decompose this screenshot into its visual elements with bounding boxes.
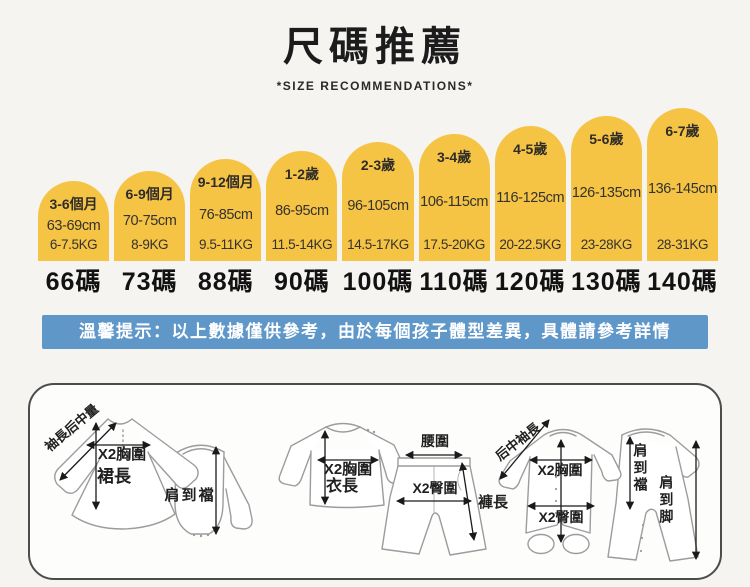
size-arch: 1-2歲 86-95cm 11.5-14KG bbox=[266, 151, 338, 261]
weight-range: 11.5-14KG bbox=[271, 237, 333, 252]
weight-range: 17.5-20KG bbox=[423, 237, 485, 252]
size-code: 90碼 bbox=[273, 268, 330, 296]
weight-range: 6-7.5KG bbox=[49, 237, 98, 252]
weight-range: 14.5-17KG bbox=[347, 237, 409, 252]
size-code: 66碼 bbox=[45, 268, 102, 296]
size-arch: 3-4歲 106-115cm 17.5-20KG bbox=[418, 134, 490, 261]
age-range: 2-3歲 bbox=[360, 157, 396, 173]
top-length-label: 衣長 bbox=[325, 478, 358, 495]
size-column-130: 5-6歲 126-135cm 23-28KG 130碼 bbox=[570, 116, 642, 298]
bodysuit-shoulder-crotch-label: 肩到襠 bbox=[164, 487, 216, 504]
age-range: 3-4歲 bbox=[436, 149, 472, 165]
size-code: 100碼 bbox=[342, 268, 414, 296]
size-code: 120碼 bbox=[494, 268, 566, 296]
romper2-shoulder-crotch-label: 肩到襠 bbox=[632, 443, 649, 494]
size-column-66: 3-6個月 63-69cm 6-7.5KG 66碼 bbox=[38, 181, 110, 298]
age-range: 3-6個月 bbox=[49, 196, 98, 212]
top-chest-label: X2胸圍 bbox=[323, 461, 373, 478]
size-arch: 4-5歲 116-125cm 20-22.5KG bbox=[494, 126, 566, 261]
size-code: 88碼 bbox=[197, 268, 254, 296]
weight-range: 20-22.5KG bbox=[499, 237, 562, 252]
age-range: 5-6歲 bbox=[589, 131, 624, 147]
notice-banner: 溫馨提示：以上數據僅供參考，由於每個孩子體型差異，具體請參考詳情 bbox=[42, 315, 708, 349]
dress-chest-label: X2胸圍 bbox=[97, 446, 147, 463]
height-range: 96-105cm bbox=[347, 198, 409, 214]
weight-range: 28-31KG bbox=[656, 237, 709, 252]
size-column-140: 6-7歲 136-145cm 28-31KG 140碼 bbox=[646, 108, 718, 298]
weight-range: 23-28KG bbox=[580, 237, 633, 252]
height-range: 63-69cm bbox=[46, 217, 101, 234]
size-column-90: 1-2歲 86-95cm 11.5-14KG 90碼 bbox=[266, 151, 338, 298]
size-arch: 6-7歲 136-145cm 28-31KG bbox=[646, 108, 718, 261]
age-range: 1-2歲 bbox=[284, 166, 319, 182]
measurement-arrows bbox=[59, 419, 701, 561]
size-arch-row: 3-6個月 63-69cm 6-7.5KG 66碼 6-9個月 70-75cm … bbox=[38, 108, 718, 298]
height-range: 126-135cm bbox=[571, 185, 641, 201]
romper-chest-label: X2胸圍 bbox=[537, 462, 583, 478]
size-code: 130碼 bbox=[570, 268, 642, 296]
weight-range: 9.5-11KG bbox=[198, 237, 253, 252]
romper-footless-outline bbox=[607, 428, 700, 562]
height-range: 136-145cm bbox=[647, 181, 717, 197]
dress-length-label: 裙長 bbox=[97, 467, 131, 486]
size-code: 140碼 bbox=[647, 268, 718, 296]
weight-range: 8-9KG bbox=[131, 237, 169, 252]
size-arch: 9-12個月 76-85cm 9.5-11KG bbox=[190, 159, 262, 261]
size-arch: 5-6歲 126-135cm 23-28KG bbox=[570, 116, 642, 261]
pants-hip-label: X2臀圍 bbox=[412, 480, 458, 496]
size-arch: 2-3歲 96-105cm 14.5-17KG bbox=[342, 142, 414, 261]
size-column-100: 2-3歲 96-105cm 14.5-17KG 100碼 bbox=[342, 142, 414, 298]
age-range: 4-5歲 bbox=[513, 141, 548, 157]
pants-length-label: 褲長 bbox=[477, 494, 508, 511]
size-column-120: 4-5歲 116-125cm 20-22.5KG 120碼 bbox=[494, 126, 566, 298]
size-code: 73碼 bbox=[121, 268, 178, 296]
height-range: 76-85cm bbox=[198, 206, 253, 223]
measurement-guide: 袖長后中量 X2胸圍 裙長 肩到襠 X2胸圍 衣長 腰圍 X2臀圍 褲長 后中袖… bbox=[28, 383, 722, 580]
height-range: 116-125cm bbox=[496, 190, 565, 206]
size-arch: 6-9個月 70-75cm 8-9KG bbox=[114, 171, 186, 261]
pants-waist-label: 腰圍 bbox=[421, 433, 449, 449]
age-range: 6-9個月 bbox=[125, 186, 174, 202]
size-column-110: 3-4歲 106-115cm 17.5-20KG 110碼 bbox=[418, 134, 490, 298]
size-code: 110碼 bbox=[419, 268, 489, 296]
size-column-73: 6-9個月 70-75cm 8-9KG 73碼 bbox=[114, 171, 186, 298]
measurement-diagram bbox=[54, 418, 701, 562]
romper-hip-label: X2臀圍 bbox=[538, 509, 584, 525]
page-title: 尺碼推薦 bbox=[283, 25, 467, 69]
romper2-shoulder-foot-label: 肩到脚 bbox=[658, 475, 675, 526]
age-range: 6-7歲 bbox=[665, 123, 700, 139]
page-subtitle: *SIZE RECOMMENDATIONS* bbox=[276, 79, 474, 93]
age-range: 9-12個月 bbox=[197, 174, 254, 190]
size-column-88: 9-12個月 76-85cm 9.5-11KG 88碼 bbox=[190, 159, 262, 298]
height-range: 106-115cm bbox=[420, 194, 489, 210]
height-range: 86-95cm bbox=[275, 202, 329, 219]
size-arch: 3-6個月 63-69cm 6-7.5KG bbox=[38, 181, 110, 261]
height-range: 70-75cm bbox=[122, 212, 177, 229]
